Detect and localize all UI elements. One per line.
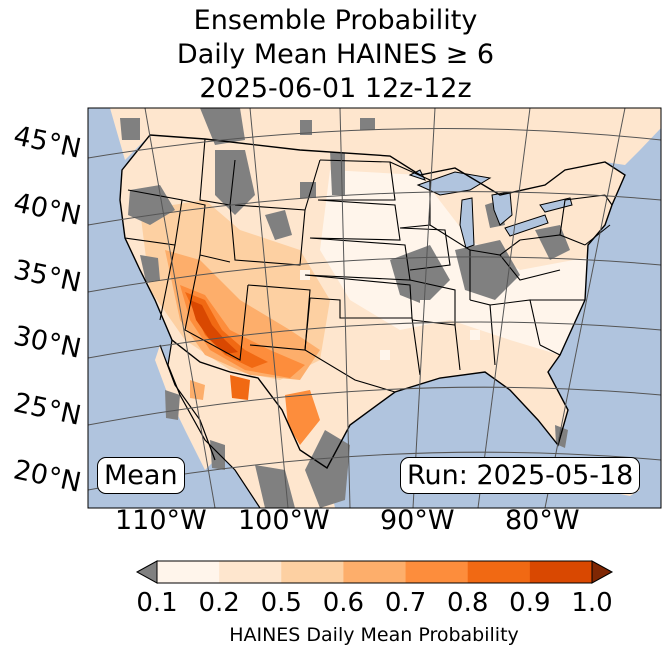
- colorbar-segment: [157, 561, 220, 583]
- lon-label-80w: 80°W: [505, 505, 580, 536]
- title-line-1: Ensemble Probability: [193, 5, 478, 36]
- colorbar-under-arrow: [135, 560, 158, 584]
- colorbar-segment: [467, 561, 531, 583]
- colorbar-tick-label: 0.8: [447, 588, 489, 618]
- map-frame: [87, 107, 662, 509]
- baja-california: [155, 345, 215, 470]
- no-data-patches-outside: [120, 108, 568, 508]
- colorbar-tick-label: 0.1: [136, 588, 178, 618]
- mean-label-box: Mean: [97, 457, 185, 494]
- colorbar: [135, 560, 614, 584]
- colorbar-tick-label: 0.2: [198, 588, 240, 618]
- mexico-outline: [167, 339, 261, 508]
- title-line-2: Daily Mean HAINES ≥ 6: [176, 39, 495, 70]
- title-line-3: 2025-06-01 12z-12z: [199, 73, 472, 104]
- prob-field-0-9: [190, 300, 238, 354]
- prob-field-0-8: [185, 292, 268, 368]
- colorbar-tick-label: 0.6: [322, 588, 365, 618]
- colorbar-label: HAINES Daily Mean Probability: [229, 624, 519, 646]
- lon-label-90w: 90°W: [380, 505, 455, 536]
- state-borders: [124, 138, 613, 393]
- lon-label-100w: 100°W: [238, 505, 330, 536]
- colorbar-tick-label: 0.9: [509, 588, 551, 618]
- colorbar-segment: [529, 561, 593, 583]
- colorbar-segment: [281, 561, 344, 583]
- colorbar-tick-label: 0.7: [384, 588, 427, 618]
- colorbar-tick-label: 1.0: [571, 588, 613, 618]
- colorbar-segment: [343, 561, 407, 583]
- map-title: Ensemble Probability Daily Mean HAINES ≥…: [0, 4, 671, 106]
- baja-outline: [159, 344, 216, 461]
- usa-outline: [119, 134, 626, 470]
- colorbar-over-arrow: [591, 560, 614, 584]
- colorbar-tick-label: 0.5: [260, 588, 302, 618]
- colorbar-segment: [219, 561, 282, 583]
- run-date-box: Run: 2025-05-18: [400, 457, 641, 494]
- lon-label-110w: 110°W: [115, 505, 207, 536]
- colorbar-segment: [405, 561, 469, 583]
- mexico-land: [168, 340, 335, 508]
